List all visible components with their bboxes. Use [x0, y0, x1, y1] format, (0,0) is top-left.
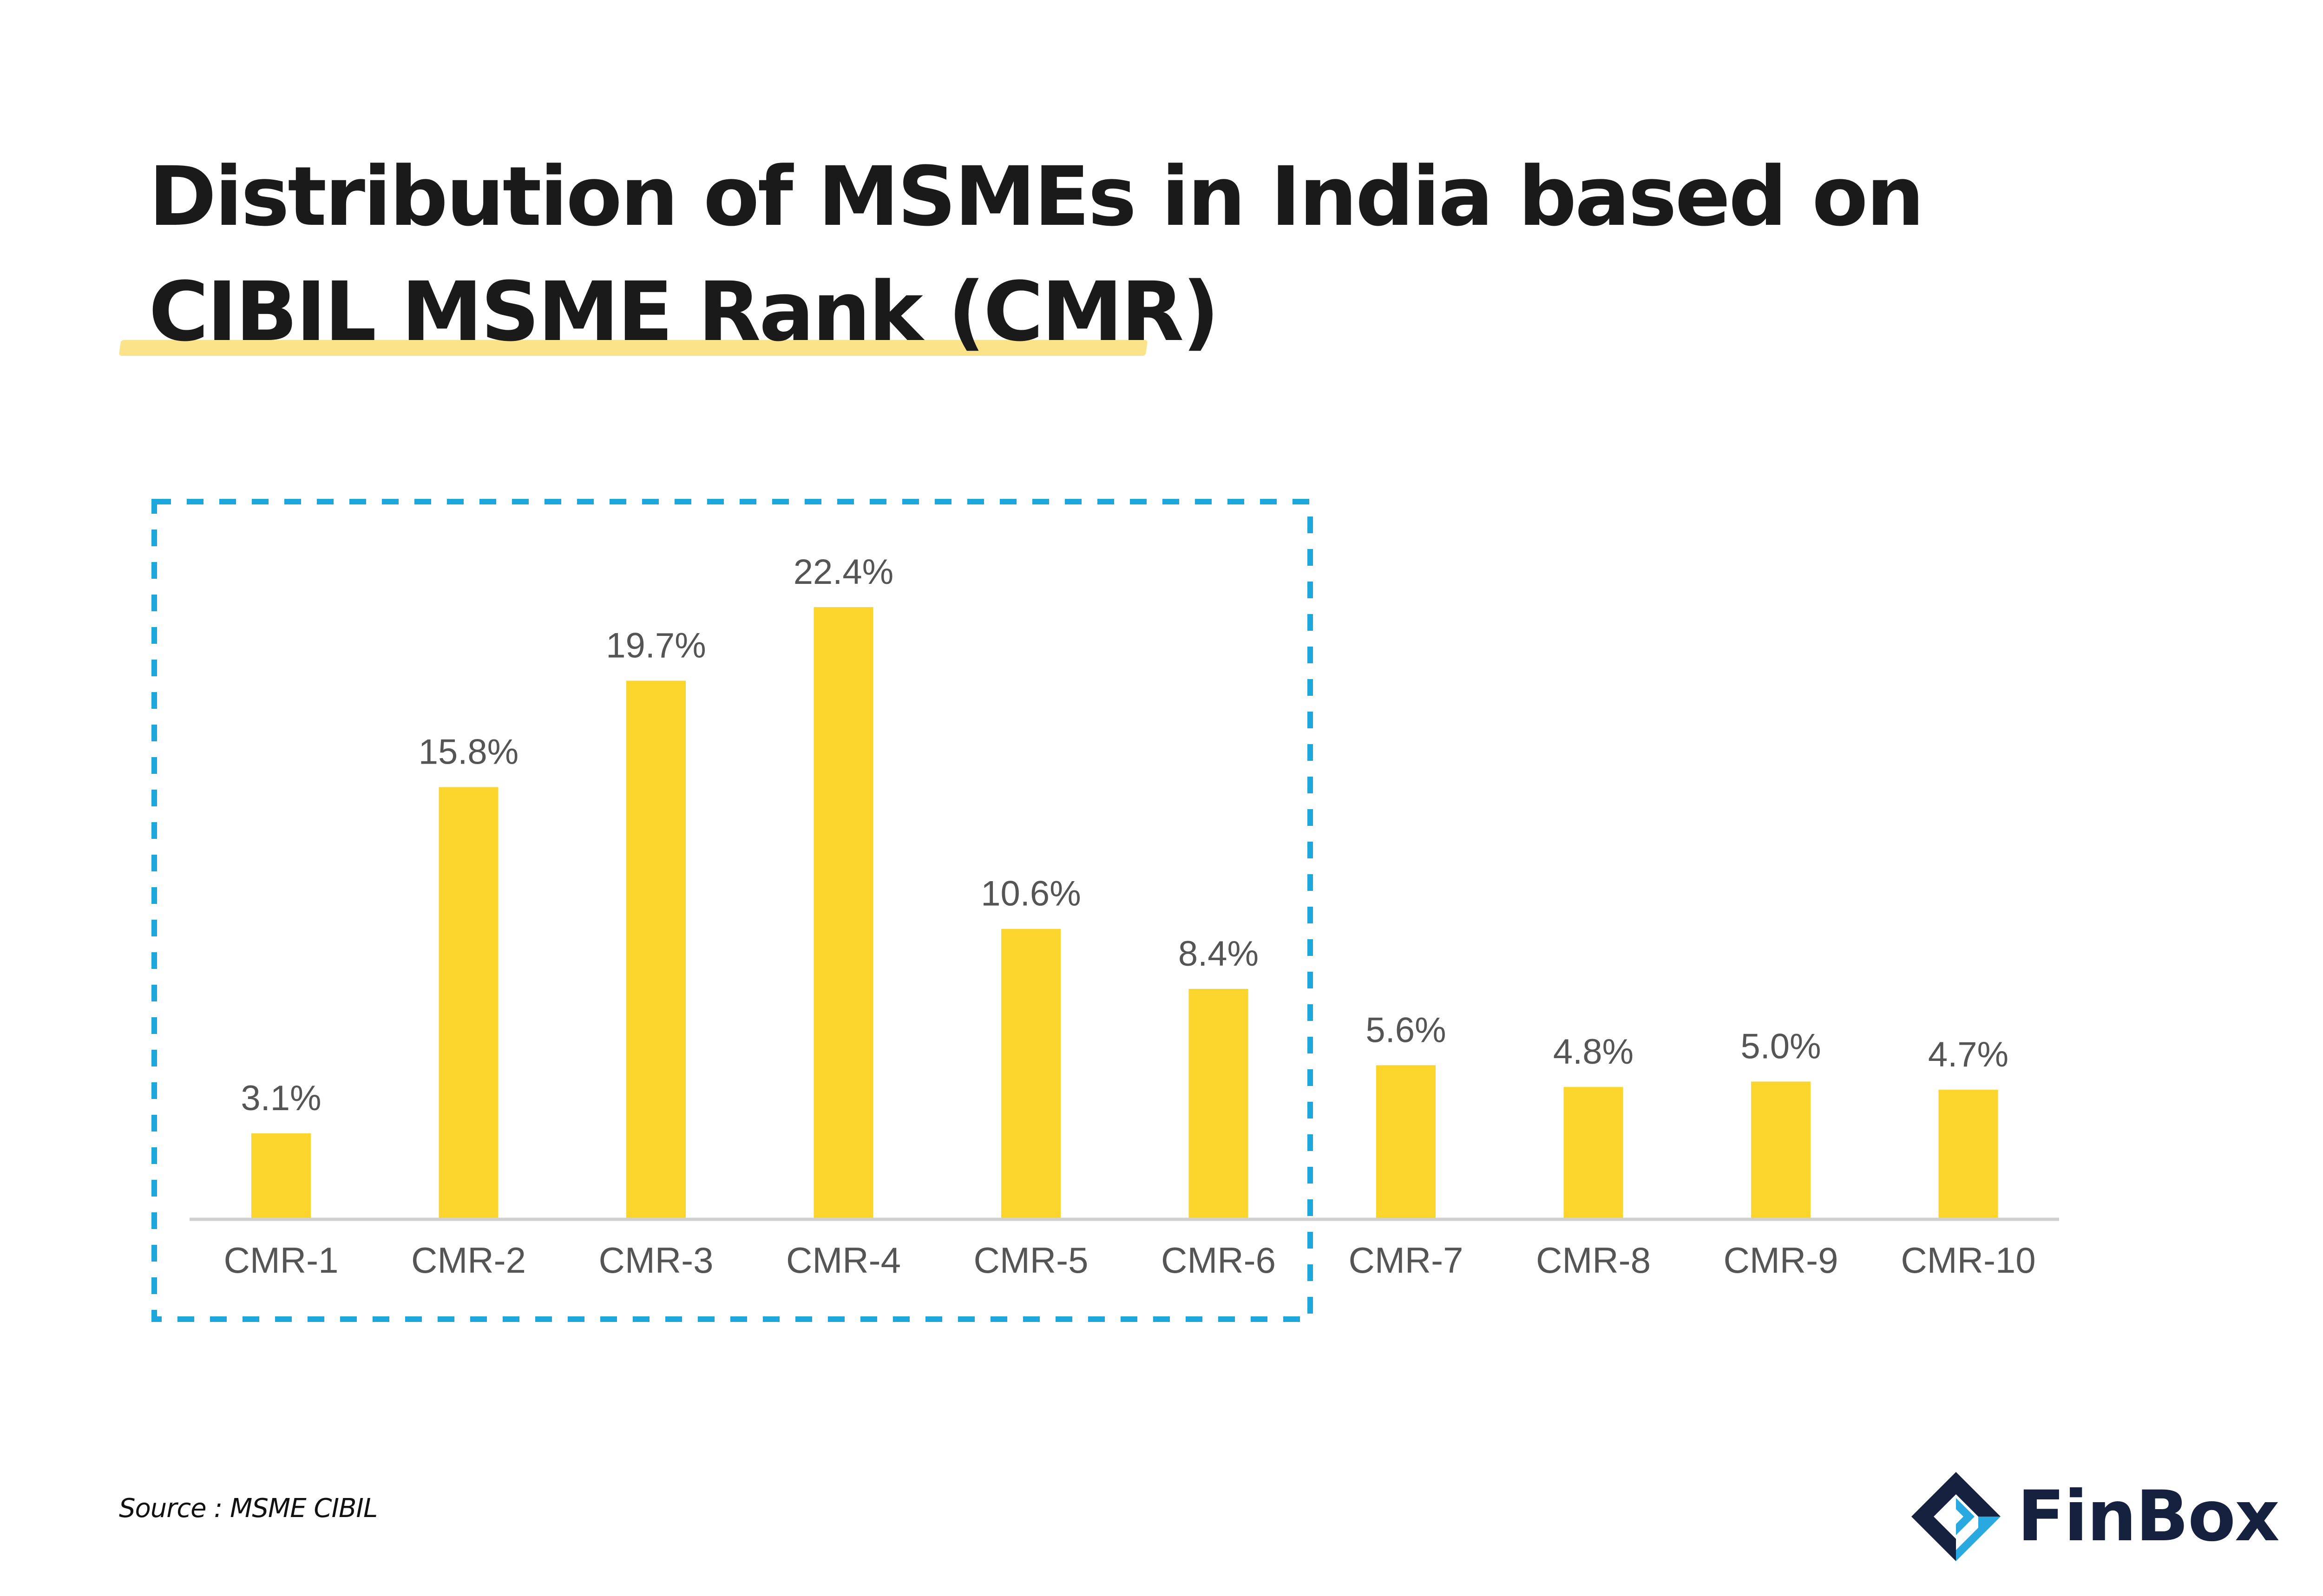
value-label-cmr-5: 10.6% [981, 874, 1081, 914]
value-label-cmr-4: 22.4% [794, 552, 894, 592]
bar-cmr-3 [626, 680, 686, 1218]
chart-title: Distribution of MSMEs in India based on … [149, 139, 1924, 370]
source-note: Source : MSME CIBIL [119, 1493, 378, 1524]
bar-cmr-2 [439, 787, 499, 1218]
value-labels-group: 3.1% 15.8% 19.7% 22.4% 10.6% 8.4% 5.6% 4.8% 5.0%… [241, 552, 2008, 1118]
bar-cmr-5 [1001, 929, 1061, 1218]
bar-cmr-4 [814, 607, 873, 1218]
bars-group [251, 607, 1998, 1218]
value-label-cmr-2: 15.8% [419, 733, 519, 772]
bar-cmr-1 [251, 1133, 311, 1218]
bar-cmr-7 [1376, 1065, 1436, 1218]
tick-labels-group: CMR-1 CMR-2 CMR-3 CMR-4 CMR-5 CMR-6 CMR-7 CMR-8… [224, 1240, 2036, 1281]
value-label-cmr-10: 4.7% [1928, 1035, 2008, 1074]
tick-label-cmr-2: CMR-2 [411, 1240, 526, 1281]
tick-label-cmr-3: CMR-3 [599, 1240, 714, 1281]
bar-cmr-8 [1563, 1087, 1623, 1218]
bar-cmr-9 [1751, 1081, 1811, 1218]
value-label-cmr-1: 3.1% [241, 1079, 321, 1118]
finbox-logo-icon [1911, 1472, 2001, 1561]
bar-cmr-6 [1188, 988, 1248, 1218]
value-label-cmr-8: 4.8% [1553, 1032, 1634, 1072]
tick-label-cmr-1: CMR-1 [224, 1240, 339, 1281]
tick-label-cmr-5: CMR-5 [974, 1240, 1089, 1281]
value-label-cmr-9: 5.0% [1740, 1027, 1821, 1066]
title-line-2: CIBIL MSME Rank (CMR) [149, 264, 1220, 360]
title-line-1: Distribution of MSMEs in India based on [149, 149, 1924, 244]
value-label-cmr-6: 8.4% [1178, 934, 1259, 974]
value-label-cmr-7: 5.6% [1365, 1010, 1446, 1050]
tick-label-cmr-6: CMR-6 [1161, 1240, 1276, 1281]
tick-label-cmr-7: CMR-7 [1349, 1240, 1463, 1281]
tick-label-cmr-8: CMR-8 [1536, 1240, 1651, 1281]
finbox-logo[interactable]: FinBox [1910, 1468, 2280, 1565]
tick-label-cmr-10: CMR-10 [1901, 1240, 2035, 1281]
tick-label-cmr-4: CMR-4 [786, 1240, 901, 1281]
tick-label-cmr-9: CMR-9 [1724, 1240, 1838, 1281]
finbox-logo-text: FinBox [2017, 1476, 2280, 1557]
highlight-box [151, 499, 1313, 1322]
value-label-cmr-3: 19.7% [606, 626, 706, 666]
bar-cmr-10 [1938, 1090, 1998, 1218]
